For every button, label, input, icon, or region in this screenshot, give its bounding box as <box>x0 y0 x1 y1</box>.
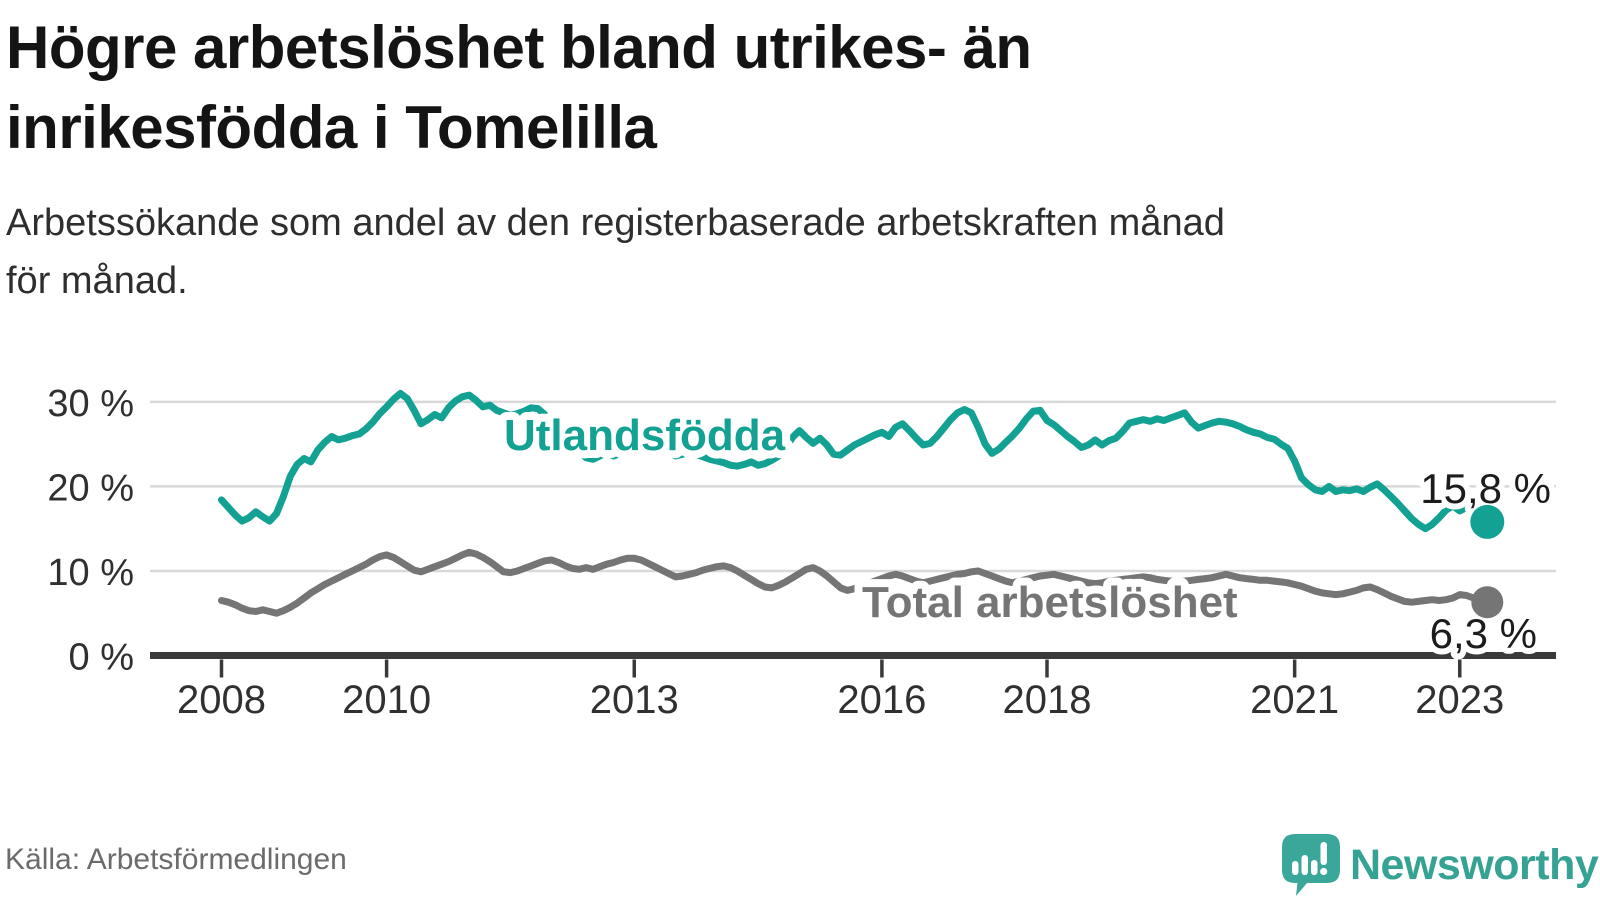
title-line-2: inrikesfödda i Tomelilla <box>6 94 657 161</box>
y-tick-label: 0 % <box>69 637 134 679</box>
logo-exclamation-bar <box>1320 842 1327 865</box>
brand-name: Newsworthy <box>1350 840 1599 889</box>
logo-bar-1 <box>1292 861 1299 875</box>
title-line-1: Högre arbetslöshet bland utrikes- än <box>6 14 1032 81</box>
x-tick-label: 2010 <box>342 678 431 722</box>
x-tick-label: 2021 <box>1250 678 1339 722</box>
source-note: Källa: Arbetsförmedlingen <box>5 843 347 876</box>
y-tick-label: 20 % <box>47 467 134 509</box>
newsworthy-bubble-icon <box>1282 834 1340 896</box>
x-tick-label: 2013 <box>590 678 679 722</box>
end-dot-total <box>1471 586 1504 619</box>
x-tick-label: 2018 <box>1003 678 1092 722</box>
subtitle-line-1: Arbetssökande som andel av den registerb… <box>6 202 1225 244</box>
chart-subtitle: Arbetssökande som andel av den registerb… <box>6 194 1566 310</box>
x-tick-label: 2008 <box>177 678 266 722</box>
logo-exclamation-dot <box>1320 867 1328 876</box>
end-value-label-utlandsfodda: 15,8 % <box>1420 465 1551 512</box>
end-dot-utlandsfodda <box>1470 504 1505 539</box>
y-tick-label: 30 % <box>47 383 134 425</box>
series-line-total <box>218 548 1491 617</box>
logo-bar-3 <box>1311 860 1318 875</box>
y-gridlines <box>150 400 1556 573</box>
series-line-utlandsfodda <box>218 389 1491 533</box>
y-tick-label: 10 % <box>47 552 134 594</box>
page-title: Högre arbetslöshet bland utrikes- än inr… <box>6 8 1326 168</box>
newsworthy-logo: Newsworthy <box>1282 834 1599 896</box>
subtitle-line-2: för månad. <box>6 260 188 302</box>
x-tick-label: 2016 <box>837 678 926 722</box>
series-lines <box>218 389 1491 617</box>
series-label-utlandsfodda: Utlandsfödda <box>504 411 786 460</box>
x-axis: 0 % 10 % 20 % 30 % 2008 2010 2013 2016 2018 2021 2… <box>47 383 1556 722</box>
x-tick-label: 2023 <box>1415 678 1504 722</box>
series-label-total-arbetsloshet: Total arbetslöshet <box>862 578 1238 627</box>
end-dots <box>1470 504 1505 619</box>
logo-bar-2 <box>1301 855 1308 875</box>
